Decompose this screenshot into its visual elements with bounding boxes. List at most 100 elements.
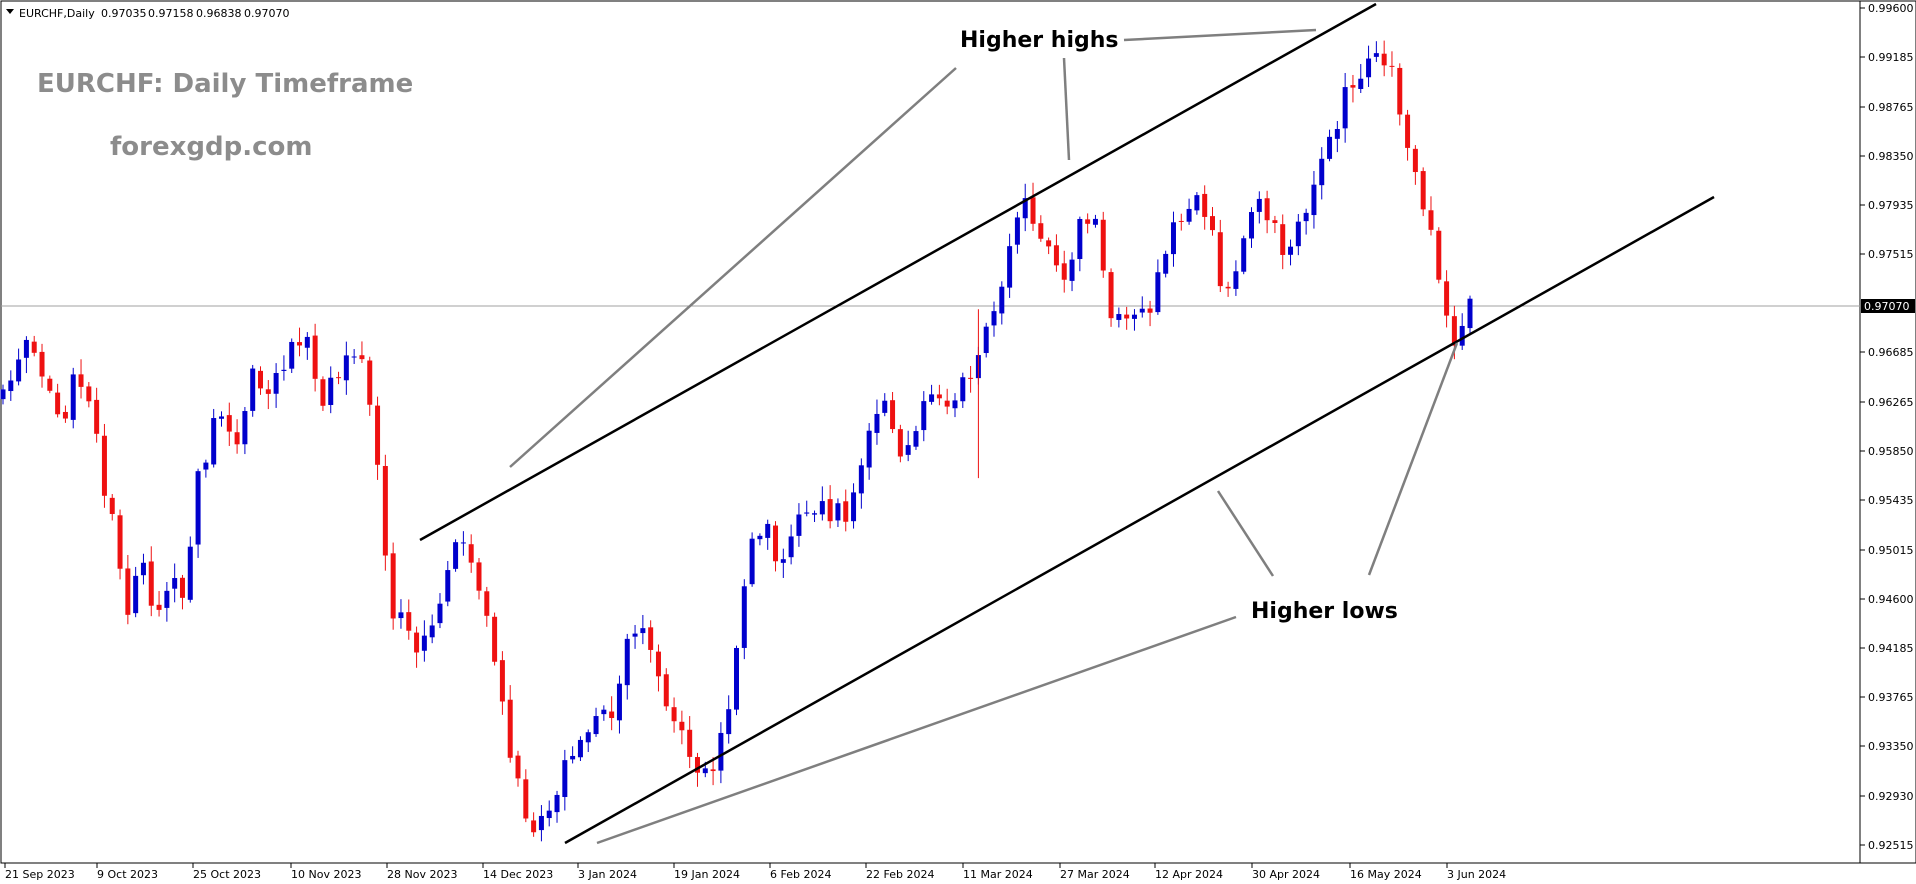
candle-body: [203, 462, 209, 470]
candle-body: [710, 769, 716, 772]
symbol-dropdown-icon[interactable]: [6, 9, 14, 14]
candle-body: [1405, 114, 1411, 148]
candle-body: [741, 586, 747, 648]
candle-body: [476, 562, 482, 591]
upper-channel-line[interactable]: [419, 2, 1377, 542]
time-tick-label: 12 Apr 2024: [1155, 868, 1223, 881]
price-tick-label: 0.95435: [1868, 494, 1914, 507]
candle-body: [16, 359, 22, 382]
candle-body: [336, 377, 342, 379]
price-tick-label: 0.99185: [1868, 51, 1914, 64]
candle-body: [921, 401, 927, 431]
higher-highs-label: Higher highs: [960, 28, 1119, 53]
candle-body: [1069, 259, 1075, 281]
candle-body: [1077, 218, 1083, 259]
candle-body: [515, 755, 521, 779]
candle-body: [492, 616, 498, 662]
candle-body: [367, 360, 373, 405]
candle-body: [1412, 148, 1418, 173]
candle-body: [468, 544, 474, 563]
candle-body: [70, 374, 76, 420]
candle-body: [796, 514, 802, 536]
candle-body: [289, 341, 295, 369]
time-tick-label: 28 Nov 2023: [387, 868, 457, 881]
candle-body: [156, 604, 162, 610]
candle-body: [1444, 281, 1450, 316]
candle-body: [554, 794, 560, 813]
price-tick-label: 0.98765: [1868, 101, 1914, 114]
candle-body: [1334, 128, 1340, 139]
candle-body: [1100, 219, 1106, 271]
candle-body: [804, 512, 810, 514]
candle-body: [827, 499, 833, 522]
candle-body: [421, 635, 427, 651]
candle-body: [164, 590, 170, 608]
candle-body: [140, 562, 146, 576]
candle-body: [1272, 220, 1278, 223]
time-tick-label: 27 Mar 2024: [1060, 868, 1130, 881]
candle-body: [1155, 272, 1161, 313]
pointer-higher-lows-3: [1367, 342, 1459, 576]
lower-channel-line[interactable]: [564, 195, 1715, 845]
candle-body: [31, 341, 37, 353]
candle-body: [1241, 238, 1247, 272]
time-tick-label: 10 Nov 2023: [291, 868, 361, 881]
candle-body: [671, 707, 677, 722]
candle-body: [320, 379, 326, 406]
candle-body: [499, 660, 505, 702]
candle-body: [117, 515, 123, 569]
candle-body: [429, 625, 435, 638]
candle-body: [273, 373, 279, 394]
candle-body: [0, 389, 6, 400]
time-tick-label: 25 Oct 2023: [193, 868, 261, 881]
candle-body: [1178, 220, 1184, 222]
candle-body: [1397, 67, 1403, 115]
candle-body: [297, 342, 303, 346]
candle-body: [437, 603, 443, 624]
price-tick-label: 0.99600: [1868, 2, 1914, 15]
candle-body: [851, 492, 857, 522]
candle-body: [866, 430, 872, 468]
candle-body: [1420, 171, 1426, 210]
time-tick-label: 6 Feb 2024: [770, 868, 831, 881]
candle-body: [663, 674, 669, 707]
time-tick-label: 21 Sep 2023: [5, 868, 75, 881]
time-tick-label: 16 May 2024: [1350, 868, 1422, 881]
candle-body: [874, 413, 880, 433]
candle-body: [8, 380, 14, 392]
candle-body: [780, 559, 786, 563]
price-tick-label: 0.96685: [1868, 346, 1914, 359]
candle-body: [968, 377, 974, 379]
candle-body: [1225, 286, 1231, 289]
pointer-higher-lows-2: [1216, 490, 1275, 577]
candle-body: [1116, 314, 1122, 320]
candle-body: [78, 374, 84, 387]
candle-body: [460, 542, 466, 544]
candle-body: [835, 503, 841, 521]
candle-body: [523, 779, 529, 819]
time-tick-label: 11 Mar 2024: [963, 868, 1033, 881]
time-tick-label: 14 Dec 2023: [483, 868, 553, 881]
candle-body: [913, 431, 919, 447]
candle-body: [616, 683, 622, 721]
candle-body: [1295, 221, 1301, 247]
candle-body: [148, 561, 154, 606]
candle-body: [1342, 87, 1348, 129]
candle-body: [648, 627, 654, 650]
candle-body: [1053, 245, 1059, 266]
candle-body: [624, 638, 630, 686]
price-tick-label: 0.93765: [1868, 691, 1914, 704]
candle-body: [187, 546, 193, 600]
candle-body: [86, 386, 92, 402]
candle-body: [1311, 184, 1317, 216]
candle-body: [445, 570, 451, 602]
candle-body: [1327, 136, 1333, 159]
candle-body: [687, 729, 693, 757]
candle-body: [632, 633, 638, 637]
current-price-tag: [1861, 299, 1915, 313]
candle-body: [359, 355, 365, 360]
candle-body: [1358, 78, 1364, 90]
candles-layer: [0, 40, 1473, 842]
